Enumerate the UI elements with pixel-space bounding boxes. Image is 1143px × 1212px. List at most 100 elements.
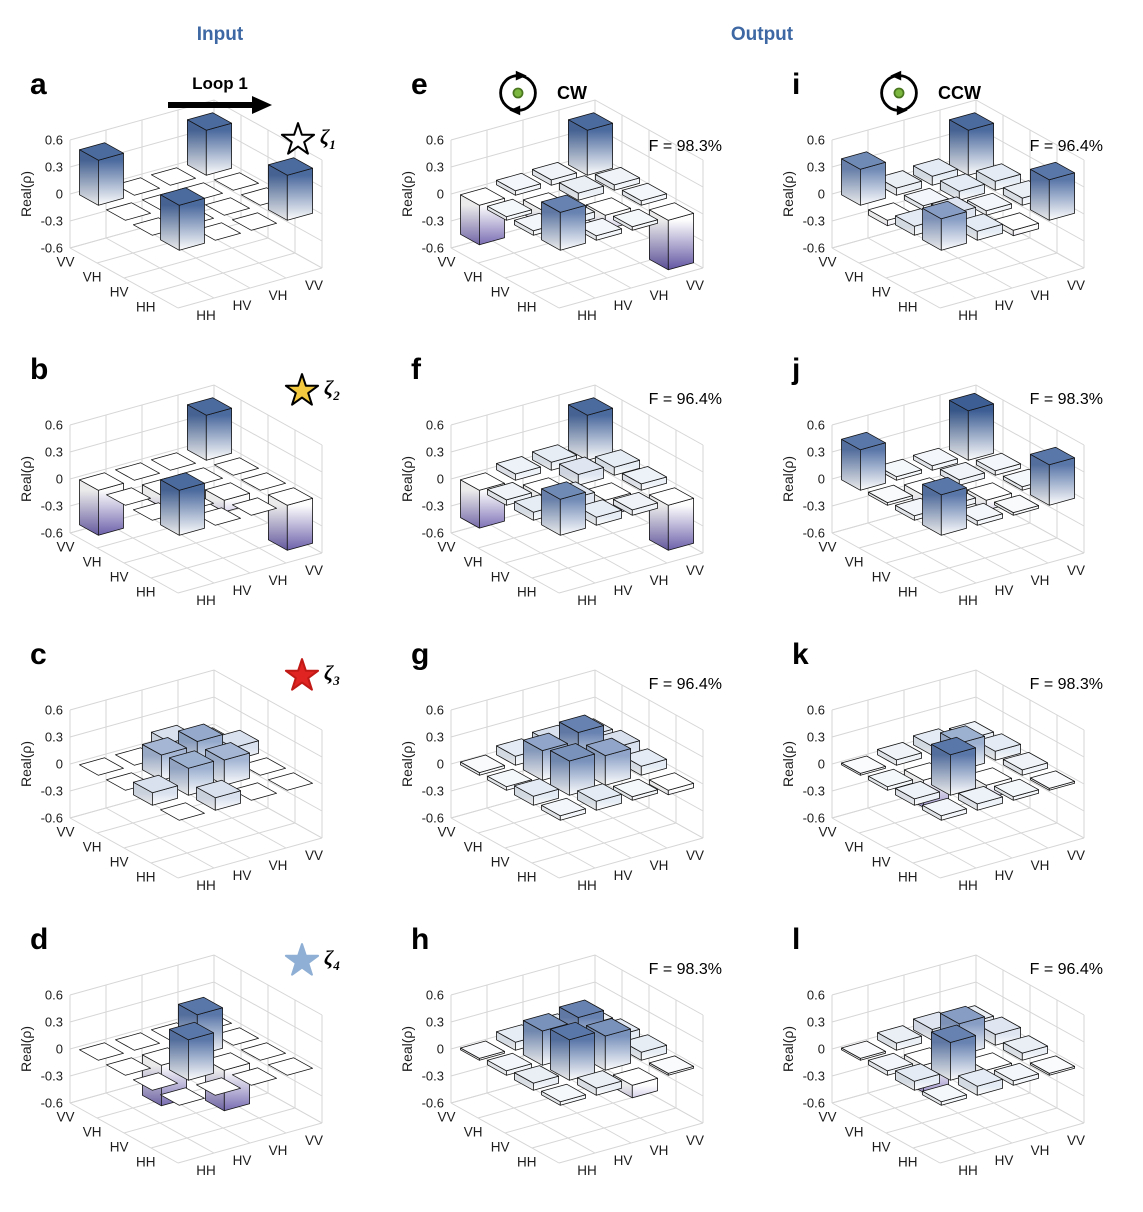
svg-text:Real(ρ): Real(ρ) <box>399 171 415 217</box>
svg-text:0.3: 0.3 <box>807 445 825 460</box>
svg-text:0.6: 0.6 <box>45 133 63 148</box>
column-headers: Input Output <box>0 24 1143 64</box>
panel-label-b: b <box>30 353 49 386</box>
svg-text:VH: VH <box>845 840 864 855</box>
svg-text:0: 0 <box>437 187 444 202</box>
svg-text:-0.3: -0.3 <box>41 499 63 514</box>
density-plot-b: 0.6 0.3 0 -0.3 -0.6 Real(ρ) HH HV VH VV HH HV VH VV <box>18 384 323 608</box>
svg-text:-0.3: -0.3 <box>422 784 444 799</box>
fidelity-label-i: F = 96.4% <box>1029 138 1103 155</box>
svg-text:HH: HH <box>196 593 216 608</box>
svg-text:HH: HH <box>898 300 918 315</box>
svg-text:-0.3: -0.3 <box>41 1069 63 1084</box>
density-plot-f: 0.6 0.3 0 -0.3 -0.6 Real(ρ) HH HV VH VV HH HV VH VV <box>399 384 704 608</box>
loop-arrow-icon <box>168 96 272 114</box>
svg-text:Real(ρ): Real(ρ) <box>399 456 415 502</box>
svg-text:-0.6: -0.6 <box>422 1096 444 1111</box>
ccw-label: CCW <box>938 82 981 103</box>
svg-text:Real(ρ): Real(ρ) <box>18 171 34 217</box>
svg-text:VH: VH <box>845 1125 864 1140</box>
svg-text:VV: VV <box>56 825 74 840</box>
panel-g: 0.6 0.3 0 -0.3 -0.6 Real(ρ) HH HV VH VV HH HV VH VV g… <box>381 638 762 923</box>
svg-text:-0.3: -0.3 <box>422 214 444 229</box>
svg-text:HV: HV <box>491 855 510 870</box>
svg-text:VH: VH <box>650 858 669 873</box>
panel-i: 0.6 0.3 0 -0.3 -0.6 Real(ρ) HH HV VH VV HH HV VH VV i… <box>762 68 1143 353</box>
svg-text:Real(ρ): Real(ρ) <box>18 741 34 787</box>
density-plot-i: 0.6 0.3 0 -0.3 -0.6 Real(ρ) HH HV VH VV HH HV VH VV <box>780 99 1085 323</box>
density-plot-j: 0.6 0.3 0 -0.3 -0.6 Real(ρ) HH HV VH VV HH HV VH VV <box>780 384 1085 608</box>
svg-text:VV: VV <box>437 825 455 840</box>
zeta1-label: ζ1 <box>320 125 336 153</box>
density-plot-d: 0.6 0.3 0 -0.3 -0.6 Real(ρ) HH HV VH VV HH HV VH VV <box>18 954 323 1178</box>
svg-text:Real(ρ): Real(ρ) <box>780 741 796 787</box>
svg-text:0: 0 <box>56 757 63 772</box>
svg-text:Real(ρ): Real(ρ) <box>780 456 796 502</box>
svg-text:HV: HV <box>995 868 1014 883</box>
svg-text:HH: HH <box>898 585 918 600</box>
loop-dot <box>512 87 524 99</box>
svg-text:HH: HH <box>577 308 597 323</box>
svg-text:0.3: 0.3 <box>45 160 63 175</box>
svg-text:HV: HV <box>233 1153 252 1168</box>
svg-text:0: 0 <box>818 187 825 202</box>
density-plot-e: 0.6 0.3 0 -0.3 -0.6 Real(ρ) HH HV VH VV HH HV VH VV <box>399 99 704 323</box>
svg-text:VV: VV <box>305 848 323 863</box>
svg-text:HH: HH <box>958 593 978 608</box>
panel-e: 0.6 0.3 0 -0.3 -0.6 Real(ρ) HH HV VH VV HH HV VH VV e… <box>381 68 762 353</box>
svg-text:0.6: 0.6 <box>807 703 825 718</box>
zeta4-marker: ζ4 <box>284 943 340 979</box>
svg-text:HV: HV <box>491 570 510 585</box>
panel-grid: 0.6 0.3 0 -0.3 -0.6 Real(ρ) HH HV VH VV HH HV VH VV a… <box>0 68 1143 1208</box>
loop-label: Loop 1 <box>192 74 248 93</box>
svg-text:VV: VV <box>437 1110 455 1125</box>
svg-text:VV: VV <box>437 540 455 555</box>
svg-text:0.3: 0.3 <box>426 730 444 745</box>
fidelity-label-k: F = 98.3% <box>1029 676 1103 693</box>
svg-text:0.6: 0.6 <box>807 133 825 148</box>
svg-text:VV: VV <box>1067 563 1085 578</box>
svg-text:VV: VV <box>1067 1133 1085 1148</box>
ccw-indicator: CCW <box>868 68 981 118</box>
svg-text:0: 0 <box>437 1042 444 1057</box>
svg-text:HV: HV <box>995 1153 1014 1168</box>
svg-text:-0.6: -0.6 <box>422 526 444 541</box>
svg-text:Real(ρ): Real(ρ) <box>399 741 415 787</box>
svg-text:VH: VH <box>1031 288 1050 303</box>
star-open-icon <box>280 122 316 155</box>
svg-text:0: 0 <box>56 472 63 487</box>
svg-text:HV: HV <box>491 1140 510 1155</box>
svg-text:0.3: 0.3 <box>807 160 825 175</box>
svg-text:0: 0 <box>437 757 444 772</box>
svg-text:HH: HH <box>136 870 156 885</box>
panel-f: 0.6 0.3 0 -0.3 -0.6 Real(ρ) HH HV VH VV HH HV VH VV f… <box>381 353 762 638</box>
svg-text:HV: HV <box>491 285 510 300</box>
density-plot-l: 0.6 0.3 0 -0.3 -0.6 Real(ρ) HH HV VH VV HH HV VH VV <box>780 954 1085 1178</box>
svg-text:HV: HV <box>233 583 252 598</box>
svg-text:0.3: 0.3 <box>45 1015 63 1030</box>
svg-text:HH: HH <box>577 878 597 893</box>
svg-text:-0.3: -0.3 <box>803 499 825 514</box>
svg-text:VV: VV <box>305 1133 323 1148</box>
svg-text:-0.3: -0.3 <box>803 214 825 229</box>
svg-text:VV: VV <box>686 848 704 863</box>
svg-text:0.6: 0.6 <box>426 133 444 148</box>
svg-text:VV: VV <box>56 540 74 555</box>
svg-text:VH: VH <box>83 840 102 855</box>
svg-text:-0.3: -0.3 <box>41 784 63 799</box>
svg-text:HH: HH <box>517 300 537 315</box>
svg-text:0.6: 0.6 <box>426 703 444 718</box>
svg-text:0.3: 0.3 <box>426 160 444 175</box>
svg-text:VH: VH <box>83 270 102 285</box>
svg-text:0.3: 0.3 <box>45 730 63 745</box>
svg-text:HV: HV <box>233 868 252 883</box>
star-gold-icon <box>284 373 320 406</box>
svg-text:VH: VH <box>845 555 864 570</box>
panel-label-k: k <box>792 638 809 671</box>
svg-text:HV: HV <box>614 1153 633 1168</box>
svg-text:VH: VH <box>269 1143 288 1158</box>
svg-text:HV: HV <box>614 298 633 313</box>
svg-text:0.6: 0.6 <box>45 418 63 433</box>
svg-text:0.3: 0.3 <box>426 445 444 460</box>
cw-icon <box>499 70 537 116</box>
